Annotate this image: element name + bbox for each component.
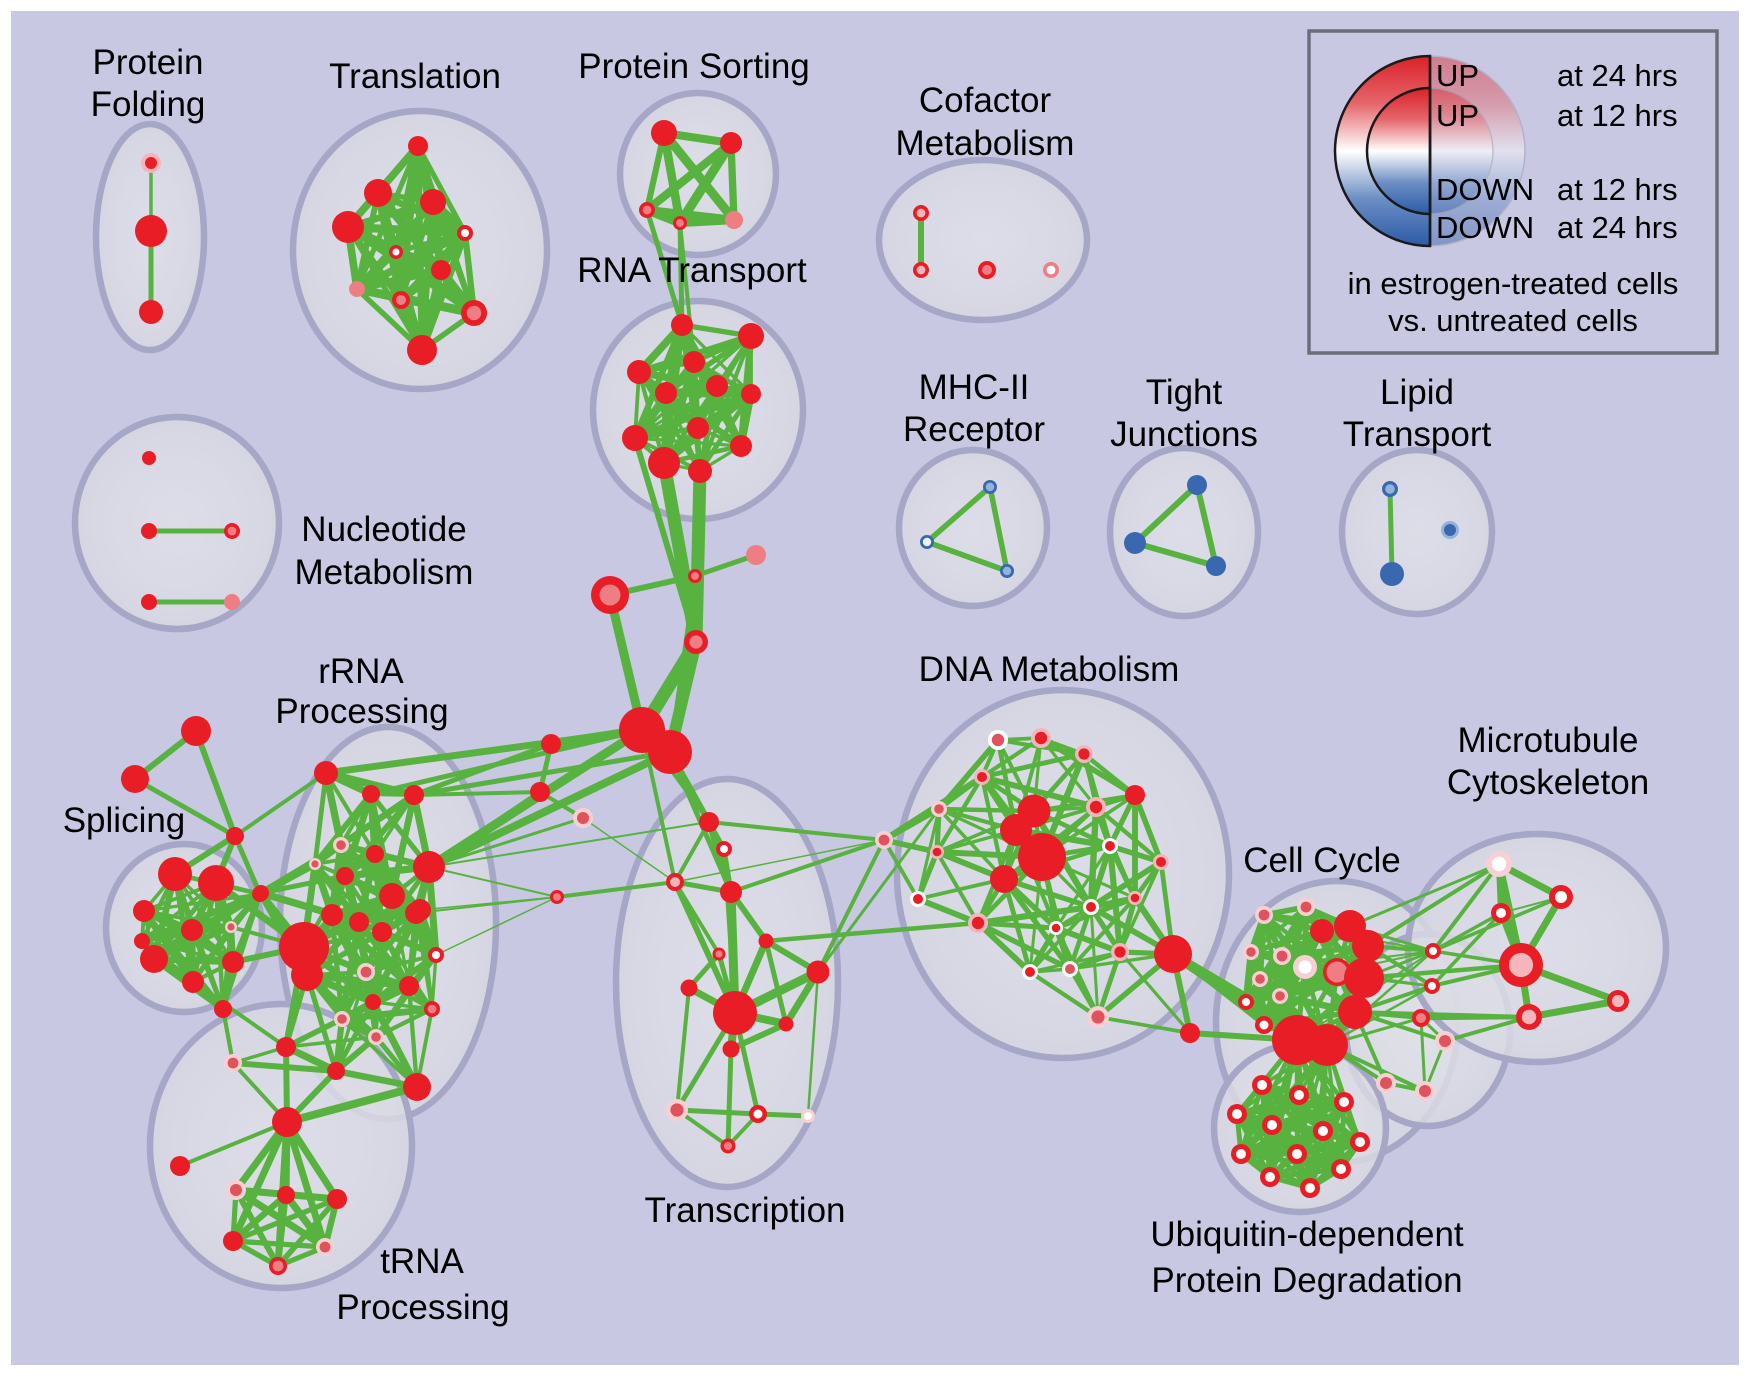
svg-text:at 24 hrs: at 24 hrs (1557, 58, 1678, 93)
svg-text:Cell Cycle: Cell Cycle (1243, 841, 1401, 880)
svg-text:Cytoskeleton: Cytoskeleton (1447, 763, 1649, 802)
svg-text:Microtubule: Microtubule (1458, 721, 1639, 760)
svg-text:Lipid: Lipid (1380, 373, 1454, 412)
svg-text:Protein Sorting: Protein Sorting (578, 47, 810, 86)
svg-text:UP: UP (1436, 98, 1479, 133)
svg-text:in estrogen-treated cells: in estrogen-treated cells (1348, 266, 1679, 301)
svg-text:at 12 hrs: at 12 hrs (1557, 98, 1678, 133)
svg-text:UP: UP (1436, 58, 1479, 93)
svg-text:Tight: Tight (1146, 373, 1223, 412)
svg-text:Folding: Folding (91, 85, 206, 124)
svg-text:Processing: Processing (275, 692, 448, 731)
svg-text:Protein: Protein (93, 43, 204, 82)
svg-text:Splicing: Splicing (63, 801, 186, 840)
svg-text:Junctions: Junctions (1110, 415, 1258, 454)
svg-text:DNA Metabolism: DNA Metabolism (919, 650, 1180, 689)
svg-text:Processing: Processing (336, 1288, 509, 1327)
svg-text:Metabolism: Metabolism (295, 553, 474, 592)
svg-text:DOWN: DOWN (1436, 172, 1534, 207)
svg-text:tRNA: tRNA (380, 1242, 464, 1281)
svg-text:Metabolism: Metabolism (896, 124, 1075, 163)
svg-text:Receptor: Receptor (903, 410, 1045, 449)
svg-text:at 24 hrs: at 24 hrs (1557, 210, 1678, 245)
svg-text:Translation: Translation (329, 57, 501, 96)
svg-text:Cofactor: Cofactor (919, 81, 1052, 120)
svg-text:vs. untreated cells: vs. untreated cells (1388, 303, 1638, 338)
svg-text:RNA Transport: RNA Transport (577, 251, 807, 290)
svg-text:Transport: Transport (1343, 415, 1492, 454)
svg-text:Protein Degradation: Protein Degradation (1151, 1261, 1462, 1300)
svg-text:rRNA: rRNA (318, 652, 404, 691)
svg-text:Nucleotide: Nucleotide (301, 510, 466, 549)
svg-text:at 12 hrs: at 12 hrs (1557, 172, 1678, 207)
svg-text:Transcription: Transcription (645, 1191, 846, 1230)
svg-text:DOWN: DOWN (1436, 210, 1534, 245)
svg-text:Ubiquitin-dependent: Ubiquitin-dependent (1150, 1215, 1464, 1254)
svg-text:MHC-II: MHC-II (919, 368, 1030, 407)
